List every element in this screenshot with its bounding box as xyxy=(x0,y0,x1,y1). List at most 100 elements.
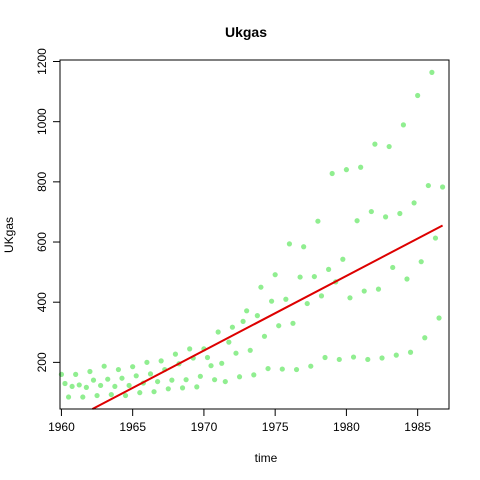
data-point xyxy=(326,266,332,272)
data-point xyxy=(368,208,374,215)
data-point xyxy=(354,218,360,224)
y-tick-label: 800 xyxy=(35,172,49,192)
data-point xyxy=(429,69,435,75)
data-point xyxy=(358,164,364,170)
data-point xyxy=(222,378,228,385)
data-point xyxy=(69,383,75,390)
data-point xyxy=(290,320,296,326)
data-point xyxy=(101,363,107,369)
data-point xyxy=(65,394,72,400)
data-point xyxy=(400,122,406,128)
data-point xyxy=(226,339,232,345)
data-point xyxy=(155,378,161,385)
data-point xyxy=(215,329,221,335)
data-point xyxy=(169,377,175,383)
data-point xyxy=(343,167,350,173)
data-point xyxy=(404,276,410,282)
data-point xyxy=(318,293,325,299)
data-point xyxy=(269,298,275,304)
data-point xyxy=(425,182,431,189)
data-point xyxy=(147,371,154,377)
chart-title: Ukgas xyxy=(225,24,267,40)
data-point xyxy=(350,354,357,360)
data-point xyxy=(233,350,239,356)
x-tick-label: 1960 xyxy=(48,420,75,434)
plot-box xyxy=(59,59,450,410)
data-point xyxy=(62,380,68,387)
data-point xyxy=(361,288,367,294)
data-point xyxy=(322,354,328,361)
data-point xyxy=(112,383,118,390)
data-point xyxy=(415,92,421,99)
data-point xyxy=(98,382,104,389)
data-point xyxy=(304,300,310,307)
data-point xyxy=(340,256,346,262)
data-point xyxy=(411,200,417,206)
y-tick-label: 400 xyxy=(35,292,49,312)
data-point xyxy=(219,360,225,366)
x-tick-label: 1980 xyxy=(333,420,360,434)
data-point xyxy=(311,273,317,280)
data-point xyxy=(165,386,171,392)
data-point xyxy=(144,359,150,365)
x-tick-label: 1970 xyxy=(191,420,218,434)
points-layer xyxy=(58,69,446,400)
data-point xyxy=(83,384,89,390)
data-point xyxy=(386,143,392,150)
x-tick-label: 1985 xyxy=(404,420,431,434)
data-point xyxy=(90,377,97,383)
data-point xyxy=(397,210,403,217)
data-point xyxy=(204,354,211,361)
data-point xyxy=(244,308,250,314)
data-point xyxy=(382,214,389,220)
data-point xyxy=(276,323,282,329)
data-point xyxy=(329,170,335,177)
data-point xyxy=(436,315,442,321)
data-point xyxy=(187,346,193,352)
data-point xyxy=(418,259,424,265)
data-point xyxy=(422,335,428,341)
data-point xyxy=(183,377,189,383)
data-point xyxy=(372,141,378,147)
data-point xyxy=(208,363,214,369)
data-point xyxy=(240,318,246,324)
y-tick-label: 1200 xyxy=(35,48,49,75)
data-point xyxy=(407,349,414,355)
data-point xyxy=(393,352,399,358)
data-point xyxy=(94,392,100,399)
y-tick-label: 200 xyxy=(35,352,49,372)
x-axis-label: time xyxy=(255,451,278,465)
data-point xyxy=(80,394,86,400)
y-tick-label: 1000 xyxy=(35,108,49,135)
data-point xyxy=(251,372,257,378)
data-point xyxy=(236,374,243,380)
data-point xyxy=(283,296,289,302)
data-point xyxy=(432,235,439,241)
data-point xyxy=(336,356,342,363)
data-point xyxy=(254,313,260,319)
data-point xyxy=(158,358,164,364)
y-axis-label: UKgas xyxy=(2,217,16,253)
data-point xyxy=(265,365,271,372)
data-point xyxy=(194,384,200,390)
data-point xyxy=(137,390,143,396)
data-point xyxy=(115,366,122,373)
data-point xyxy=(261,333,268,339)
x-tick-label: 1975 xyxy=(262,420,289,434)
data-point xyxy=(130,364,136,370)
trend-layer xyxy=(91,224,444,410)
data-point xyxy=(293,366,300,373)
data-point xyxy=(119,375,125,381)
data-point xyxy=(247,347,253,353)
data-point xyxy=(172,351,179,357)
data-point xyxy=(315,218,321,224)
trend-line xyxy=(91,224,444,410)
data-point xyxy=(105,376,111,382)
data-point xyxy=(279,366,285,372)
data-point xyxy=(301,244,307,250)
data-point xyxy=(197,373,203,379)
data-point xyxy=(133,373,139,379)
y-tick-label: 600 xyxy=(35,232,49,252)
